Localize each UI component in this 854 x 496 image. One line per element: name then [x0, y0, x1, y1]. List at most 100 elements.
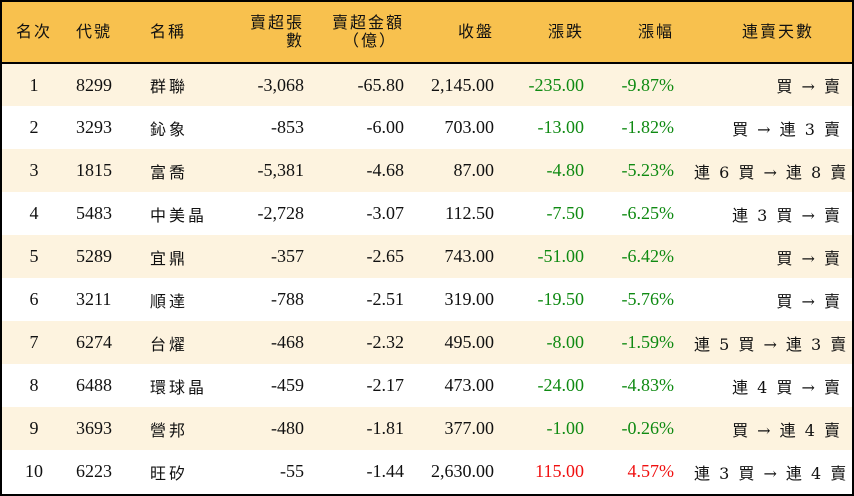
header-net-sell-amount-unit: （億） — [342, 31, 397, 50]
cell-code[interactable]: 3693 — [76, 418, 112, 438]
cell-net-sell-lots: -468 — [271, 332, 304, 352]
cell-code[interactable]: 6274 — [76, 332, 112, 352]
cell-net-sell-amount: -1.81 — [366, 418, 405, 438]
cell-code[interactable]: 5289 — [76, 246, 112, 266]
cell-streak: 買 → 賣 — [776, 248, 842, 268]
cell-change: -19.50 — [537, 289, 585, 309]
header-rank[interactable]: 名次 — [15, 22, 52, 41]
cell-streak: 買 → 連 4 賣 — [732, 420, 842, 440]
cell-change: -13.00 — [537, 117, 585, 137]
table-row[interactable]: 6 3211 順達 -788 -2.51 319.00 -19.50 -5.76… — [2, 278, 852, 321]
cell-close: 112.50 — [445, 203, 494, 223]
table-row[interactable]: 8 6488 環球晶 -459 -2.17 473.00 -24.00 -4.8… — [2, 364, 852, 407]
cell-change: -1.00 — [546, 418, 585, 438]
header-net-sell-amount[interactable]: 賣超金額 （億） — [314, 2, 414, 63]
cell-change: -235.00 — [528, 74, 585, 95]
cell-close: 703.00 — [444, 117, 495, 137]
cell-streak: 連 6 買 → 連 8 賣 — [694, 162, 849, 182]
cell-streak: 連 3 買 → 連 4 賣 — [694, 463, 849, 483]
cell-code[interactable]: 6223 — [76, 461, 112, 481]
header-net-sell-amount-title: 賣超金額 — [331, 13, 404, 32]
cell-streak: 買 → 賣 — [776, 291, 842, 311]
cell-change: -7.50 — [546, 203, 585, 223]
cell-name[interactable]: 環球晶 — [150, 377, 208, 397]
cell-net-sell-lots: -459 — [271, 375, 304, 395]
cell-close: 377.00 — [444, 418, 495, 438]
table-row[interactable]: 5 5289 宜鼎 -357 -2.65 743.00 -51.00 -6.42… — [2, 235, 852, 278]
header-close[interactable]: 收盤 — [457, 22, 494, 41]
cell-change-pct: -5.23% — [621, 160, 675, 180]
cell-close: 87.00 — [453, 160, 495, 180]
cell-name[interactable]: 旺矽 — [150, 463, 189, 483]
cell-change-pct: 4.57% — [627, 461, 675, 481]
cell-rank: 10 — [25, 461, 43, 481]
table-row[interactable]: 7 6274 台燿 -468 -2.32 495.00 -8.00 -1.59%… — [2, 321, 852, 364]
cell-net-sell-amount: -2.65 — [366, 246, 405, 266]
cell-code[interactable]: 8299 — [76, 74, 112, 95]
table-row[interactable]: 9 3693 營邦 -480 -1.81 377.00 -1.00 -0.26%… — [2, 407, 852, 450]
cell-name[interactable]: 鈊象 — [150, 119, 189, 139]
cell-net-sell-amount: -2.17 — [366, 375, 405, 395]
cell-close: 319.00 — [444, 289, 495, 309]
header-change-pct[interactable]: 漲幅 — [637, 22, 674, 41]
cell-change: -51.00 — [537, 246, 585, 266]
cell-streak: 連 3 買 → 賣 — [732, 205, 842, 225]
cell-net-sell-amount: -2.51 — [366, 289, 405, 309]
cell-rank: 8 — [29, 375, 39, 395]
cell-change: -24.00 — [537, 375, 585, 395]
cell-streak: 連 5 買 → 連 3 賣 — [694, 334, 849, 354]
cell-code[interactable]: 6488 — [76, 375, 112, 395]
header-streak[interactable]: 連賣天數 — [741, 22, 814, 41]
table-row[interactable]: 1 8299 群聯 -3,068 -65.80 2,145.00 -235.00… — [2, 63, 852, 106]
cell-name[interactable]: 中美晶 — [150, 205, 208, 225]
cell-name[interactable]: 順達 — [150, 291, 189, 311]
cell-net-sell-amount: -2.32 — [366, 332, 405, 352]
cell-close: 2,630.00 — [431, 461, 494, 481]
cell-close: 495.00 — [444, 332, 495, 352]
cell-rank: 5 — [29, 246, 39, 266]
header-net-sell-lots[interactable]: 賣超張數 — [249, 13, 304, 50]
cell-name[interactable]: 富喬 — [150, 162, 189, 182]
cell-streak: 買 → 賣 — [776, 77, 842, 96]
cell-change-pct: -6.25% — [621, 203, 675, 223]
cell-code[interactable]: 3211 — [76, 289, 112, 309]
header-change[interactable]: 漲跌 — [547, 22, 584, 41]
cell-net-sell-lots: -2,728 — [257, 203, 305, 223]
cell-change-pct: -1.82% — [621, 117, 675, 137]
cell-net-sell-lots: -55 — [280, 461, 304, 481]
cell-close: 743.00 — [444, 246, 495, 266]
table-row[interactable]: 3 1815 富喬 -5,381 -4.68 87.00 -4.80 -5.23… — [2, 149, 852, 192]
cell-net-sell-lots: -357 — [271, 246, 304, 266]
table-row[interactable]: 4 5483 中美晶 -2,728 -3.07 112.50 -7.50 -6.… — [2, 192, 852, 235]
cell-net-sell-lots: -5,381 — [257, 160, 305, 180]
cell-code[interactable]: 5483 — [76, 203, 112, 223]
cell-rank: 7 — [29, 332, 39, 352]
cell-streak: 連 4 買 → 賣 — [732, 377, 842, 397]
table-row[interactable]: 10 6223 旺矽 -55 -1.44 2,630.00 115.00 4.5… — [2, 450, 852, 493]
cell-rank: 4 — [29, 203, 39, 223]
cell-net-sell-lots: -480 — [271, 418, 304, 438]
cell-name[interactable]: 台燿 — [150, 334, 189, 354]
header-code[interactable]: 代號 — [76, 22, 113, 41]
cell-code[interactable]: 3293 — [76, 117, 112, 137]
cell-net-sell-amount: -6.00 — [366, 117, 405, 137]
cell-change-pct: -6.42% — [621, 246, 675, 266]
cell-code[interactable]: 1815 — [76, 160, 112, 180]
cell-rank: 2 — [29, 117, 39, 137]
cell-change: 115.00 — [535, 461, 584, 481]
cell-close: 2,145.00 — [431, 74, 494, 95]
cell-change-pct: -4.83% — [621, 375, 675, 395]
cell-change: -4.80 — [546, 160, 585, 180]
cell-rank: 1 — [29, 74, 39, 95]
cell-name[interactable]: 群聯 — [150, 77, 189, 96]
cell-streak: 買 → 連 3 賣 — [732, 119, 842, 139]
cell-name[interactable]: 宜鼎 — [150, 248, 189, 268]
table-row[interactable]: 2 3293 鈊象 -853 -6.00 703.00 -13.00 -1.82… — [2, 106, 852, 149]
header-name[interactable]: 名稱 — [150, 22, 187, 41]
cell-net-sell-amount: -65.80 — [357, 74, 405, 95]
cell-net-sell-lots: -3,068 — [257, 74, 305, 95]
cell-net-sell-amount: -1.44 — [366, 461, 405, 481]
cell-name[interactable]: 營邦 — [150, 420, 189, 440]
cell-net-sell-amount: -3.07 — [366, 203, 405, 223]
